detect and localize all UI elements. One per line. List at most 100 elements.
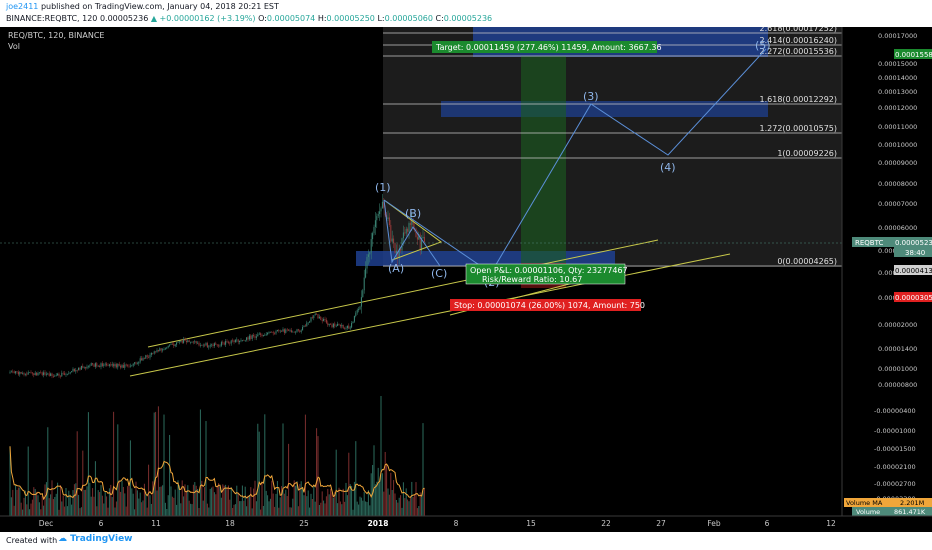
author-link[interactable]: joe2411 <box>6 2 39 11</box>
volume-bar <box>304 414 306 516</box>
volume-bar <box>365 501 367 516</box>
channel-lower[interactable] <box>129 253 731 377</box>
candle <box>268 332 270 333</box>
volume-bar <box>171 496 173 516</box>
volume-bar <box>271 480 273 516</box>
volume-bar <box>285 489 287 516</box>
candle <box>241 340 243 341</box>
channel-upper[interactable] <box>147 239 659 348</box>
candle <box>82 365 84 368</box>
time-tick-label: 22 <box>601 519 611 528</box>
volume-bar <box>176 504 178 516</box>
candle <box>278 330 280 331</box>
volume-bar <box>360 497 362 516</box>
volume-bar <box>321 491 323 516</box>
abc-path[interactable] <box>383 199 441 267</box>
time-axis[interactable]: Dec 6 11 18 25 2018 8 15 22 27 Feb 6 12 <box>39 519 836 528</box>
volume-bar <box>41 496 43 516</box>
candle <box>225 341 227 345</box>
volume-bar <box>90 496 92 516</box>
candle <box>128 365 130 367</box>
candle <box>139 358 141 362</box>
candle <box>41 372 43 375</box>
close-label: C: <box>435 14 444 23</box>
volume-bar <box>134 509 136 516</box>
volume-bar <box>233 504 235 516</box>
candle <box>29 372 31 373</box>
candle <box>96 363 98 367</box>
volume-bar <box>160 486 162 516</box>
candle <box>387 217 389 219</box>
volume-bar <box>248 495 250 516</box>
target-price-badge <box>894 49 932 59</box>
volume-bar <box>216 485 218 516</box>
candle <box>362 290 364 298</box>
volume-bar <box>194 482 196 516</box>
candle <box>75 370 77 372</box>
candle <box>265 334 267 336</box>
candle <box>197 342 199 344</box>
candle <box>289 330 291 331</box>
candle <box>264 335 266 336</box>
volume-bar <box>92 488 94 516</box>
volume-bar <box>118 480 120 516</box>
chart-area[interactable]: REQ/BTC, 120, BINANCE Vol 2.618(0.000172… <box>0 24 932 532</box>
candle <box>33 373 35 376</box>
volume-bar <box>220 497 222 516</box>
volume-bar <box>192 484 194 516</box>
volume-bar <box>358 504 360 516</box>
volume-bar <box>318 504 320 516</box>
volume-bar <box>414 494 416 516</box>
candle <box>148 356 150 358</box>
candle <box>222 342 224 343</box>
candle <box>99 366 101 368</box>
volume-bar <box>331 492 333 516</box>
volume-bar <box>241 485 243 516</box>
volume-tick-label: -0.00001000 <box>874 427 916 435</box>
candle <box>191 341 193 343</box>
volume-bar <box>103 503 105 516</box>
elliott-wave-path[interactable] <box>383 48 767 274</box>
volume-bar <box>72 490 74 516</box>
price-change: +0.00000162 (+3.19%) <box>159 14 256 23</box>
candle <box>307 322 309 324</box>
volume-bar <box>240 501 242 516</box>
candle <box>401 238 403 251</box>
target-label-bg <box>432 41 657 53</box>
candle <box>78 367 80 371</box>
candle <box>76 370 78 371</box>
candle <box>335 325 337 327</box>
volume-bar <box>404 498 406 516</box>
volume-bar <box>78 494 80 516</box>
candle <box>87 366 89 367</box>
candle <box>64 373 66 375</box>
candle <box>174 344 176 346</box>
candle <box>9 371 11 373</box>
volume-bar <box>204 487 206 516</box>
candle <box>178 341 180 343</box>
last-price-badge-text: 0.00005236 <box>895 239 932 247</box>
volume-bar <box>85 489 87 516</box>
volume-bar <box>89 482 91 516</box>
volume-bar <box>275 493 277 516</box>
candle <box>212 344 214 347</box>
price-tick-label: 0.00013000 <box>878 88 917 96</box>
candle <box>293 331 295 333</box>
abc-triangle[interactable] <box>383 199 443 261</box>
entry-price-badge <box>894 265 932 275</box>
candle <box>187 340 189 343</box>
candle <box>22 373 24 374</box>
candle <box>423 236 425 242</box>
tradingview-logo-icon[interactable]: ☁ TradingView <box>58 534 133 544</box>
volume-bar <box>117 424 119 516</box>
candle <box>120 365 122 368</box>
volume-bar <box>188 500 190 516</box>
price-tick-label: 0.00006000 <box>878 224 917 232</box>
candle <box>310 317 312 322</box>
chart-canvas[interactable]: REQ/BTC, 120, BINANCE Vol 2.618(0.000172… <box>0 24 932 532</box>
candle <box>360 297 362 307</box>
volume-bar <box>316 428 318 516</box>
volume-bar <box>251 508 253 516</box>
candle <box>20 371 22 374</box>
candle <box>101 363 103 366</box>
